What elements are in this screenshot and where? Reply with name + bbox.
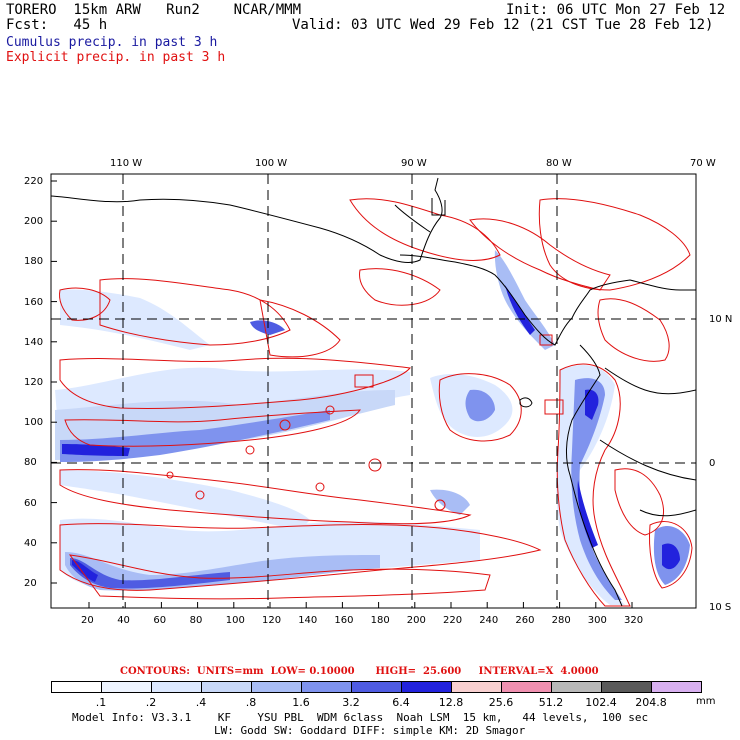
colorbar-swatch: [201, 681, 252, 693]
bottom-grid-number: 20: [81, 615, 94, 626]
colorbar-unit: mm: [696, 696, 716, 707]
bottom-grid-number: 300: [587, 615, 607, 626]
left-grid-number: 220: [24, 176, 44, 187]
model-info: Model Info: V3.3.1 KF YSU PBL WDM 6class…: [72, 711, 649, 724]
lon-label-80w: 80 W: [546, 158, 572, 169]
bottom-grid-number: 120: [262, 615, 282, 626]
colorbar-label: 1.6: [292, 696, 310, 709]
colorbar-swatch: [101, 681, 152, 693]
colorbar-swatch: [651, 681, 702, 693]
bottom-grid-number: 100: [225, 615, 245, 626]
colorbar-label: 25.6: [488, 696, 514, 709]
colorbar-swatch: [51, 681, 102, 693]
left-grid-number: 100: [24, 417, 44, 429]
left-grid-number: 120: [24, 377, 44, 388]
colorbar-label: .4: [195, 696, 207, 709]
colorbar-label: 51.2: [538, 696, 564, 709]
colorbar-swatch: [151, 681, 202, 693]
left-grid-number: 40: [24, 537, 37, 549]
lat-lon-grid: [51, 174, 696, 608]
bottom-grid-number: 200: [406, 615, 426, 626]
colorbar-label: 12.8: [438, 696, 464, 709]
bottom-grid-number: 280: [551, 615, 571, 626]
colorbar-swatch: [601, 681, 652, 693]
left-grid-number: 200: [24, 216, 44, 228]
colorbar-label: .8: [245, 696, 257, 709]
lat-label-0: 0: [709, 458, 716, 469]
bottom-grid-number: 260: [515, 615, 535, 626]
bottom-grid-number: 80: [189, 615, 203, 626]
lon-label-70w: 70 W: [690, 158, 716, 169]
lat-label-10s: 10 S: [709, 602, 732, 613]
valid-time: Valid: 03 UTC Wed 29 Feb 12 (21 CST Tue …: [292, 17, 714, 33]
lon-label-100w: 100 W: [255, 158, 288, 169]
bottom-grid-number: 220: [443, 615, 463, 626]
bottom-grid-number: 180: [370, 615, 390, 626]
left-grid-number: 20: [24, 578, 37, 589]
init-time: Init: 06 UTC Mon 27 Feb 12: [506, 2, 726, 18]
bottom-grid-number: 40: [117, 615, 130, 626]
colorbar-swatch: [551, 681, 602, 693]
coastlines: [51, 177, 696, 607]
left-grid-number: 160: [24, 296, 44, 308]
bottom-grid-number: 160: [334, 615, 354, 626]
colorbar-label: 102.4: [585, 696, 617, 709]
colorbar-swatch: [501, 681, 552, 693]
colorbar-swatch: [301, 681, 352, 693]
physics-info: LW: Godd SW: Goddard DIFF: simple KM: 2D…: [214, 724, 526, 737]
colorbar-label: 204.8: [635, 696, 667, 709]
lon-label-90w: 90 W: [401, 158, 427, 169]
left-grid-number: 80: [24, 457, 37, 469]
left-grid-number: 140: [24, 336, 44, 348]
legend-explicit: Explicit precip. in past 3 h: [6, 50, 226, 65]
lat-label-10n: 10 N: [709, 314, 733, 325]
bottom-grid-number: 240: [479, 615, 499, 626]
colorbar-label: 3.2: [342, 696, 360, 709]
colorbar-label: .2: [145, 696, 157, 709]
left-grid-number: 180: [24, 256, 44, 268]
left-grid-number: 60: [24, 497, 37, 509]
bottom-grid-number: 320: [624, 615, 644, 626]
colorbar-label: .1: [95, 696, 107, 709]
colorbar-swatch: [451, 681, 502, 693]
contour-info: CONTOURS: UNITS=mm LOW= 0.10000 HIGH= 25…: [120, 666, 599, 677]
explicit-precip-contours: [59, 198, 693, 607]
colorbar-swatch: [251, 681, 302, 693]
colorbar-swatch: [351, 681, 402, 693]
axis-ticks: [51, 180, 633, 608]
colorbar-label: 6.4: [392, 696, 410, 709]
bottom-grid-number: 140: [298, 615, 318, 626]
model-title: TORERO 15km ARW Run2 NCAR/MMM: [6, 2, 302, 18]
colorbar-swatch: [401, 681, 452, 693]
legend-cumulus: Cumulus precip. in past 3 h: [6, 35, 218, 50]
bottom-grid-number: 60: [153, 615, 167, 626]
map-frame: [50, 173, 697, 609]
forecast-hour: Fcst: 45 h: [6, 17, 108, 33]
lon-label-110w: 110 W: [110, 158, 143, 169]
